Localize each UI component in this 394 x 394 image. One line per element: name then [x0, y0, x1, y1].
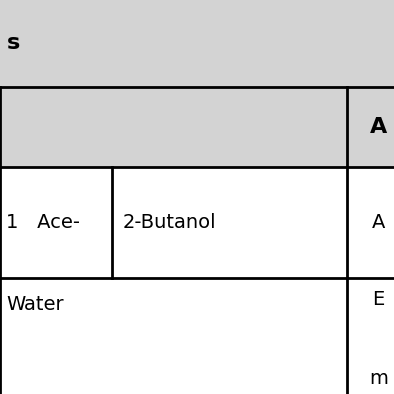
Text: s: s: [7, 33, 20, 53]
Text: 1   Ace-: 1 Ace-: [6, 213, 80, 232]
Bar: [0, 87, 394, 167]
Text: A: A: [370, 117, 387, 137]
Text: A: A: [372, 213, 385, 232]
Bar: [0, 0, 394, 87]
Bar: [0, 167, 394, 278]
Text: 2-Butanol: 2-Butanol: [122, 213, 216, 232]
Text: Water: Water: [6, 296, 63, 314]
Bar: [0, 278, 394, 394]
Text: E: E: [372, 290, 385, 309]
Text: m: m: [369, 369, 388, 388]
